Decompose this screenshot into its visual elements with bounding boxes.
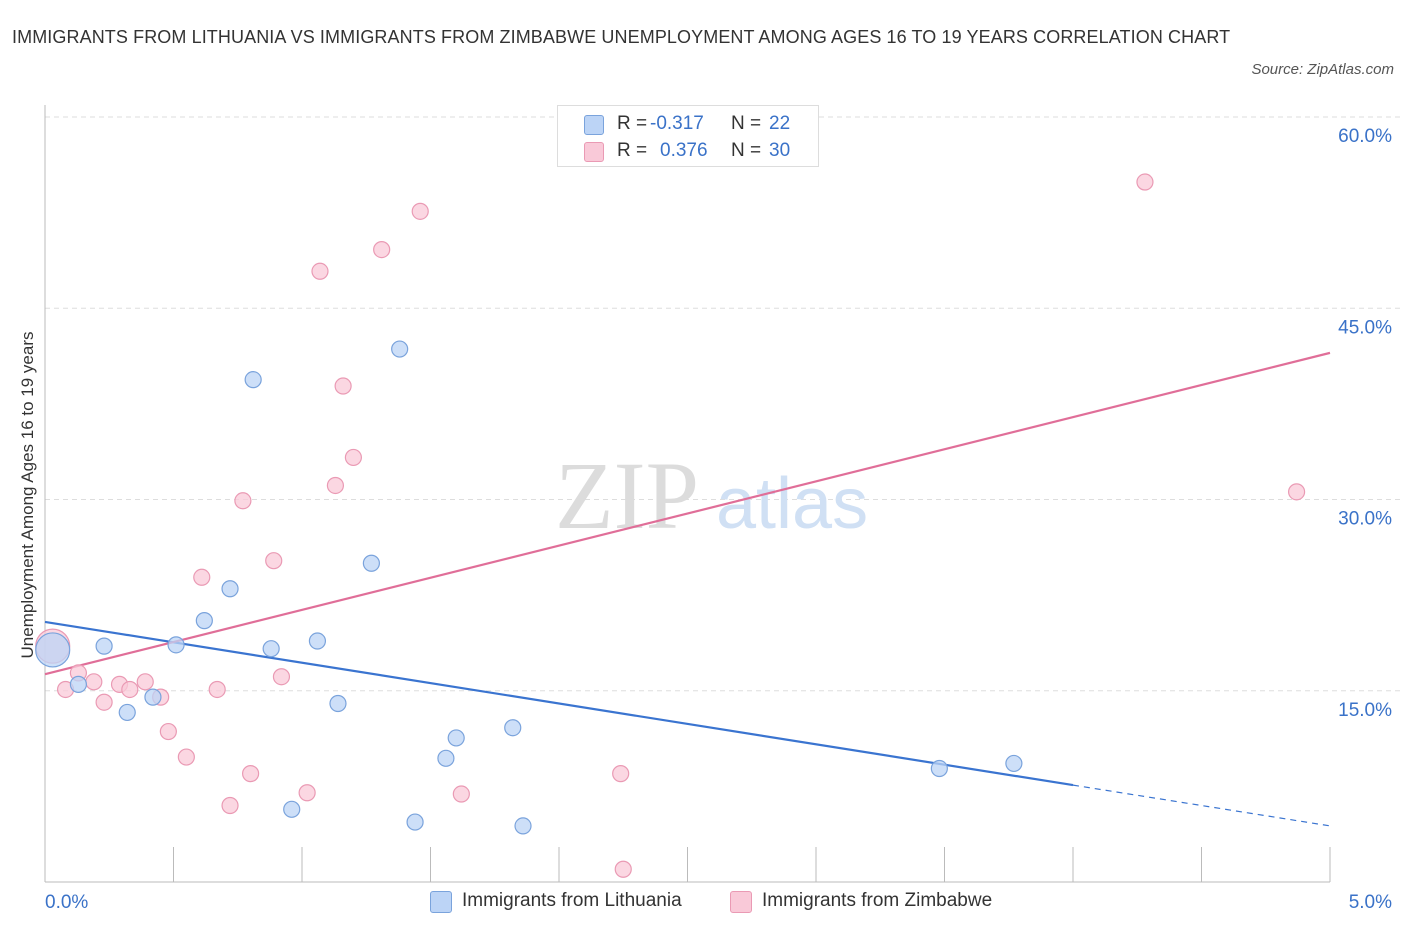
lithuania-point — [447, 729, 465, 747]
y-tick-label: 45.0% — [1338, 317, 1392, 338]
zimbabwe-point — [234, 492, 252, 510]
x-tick-label: 0.0% — [45, 892, 88, 913]
lithuania-point — [1005, 754, 1023, 773]
zimbabwe-swatch — [584, 142, 604, 162]
zimbabwe-point — [298, 784, 316, 802]
zimbabwe-point — [193, 568, 211, 586]
n-label: N = — [731, 113, 762, 134]
lithuania-point — [308, 632, 327, 650]
zimbabwe-point — [614, 860, 632, 878]
lithuania-point — [262, 640, 280, 658]
lithuania-point — [69, 675, 88, 693]
y-axis-label: Unemployment Among Ages 16 to 19 years — [18, 331, 37, 659]
zimbabwe-point — [311, 262, 329, 280]
trend-line-lithuania — [44, 620, 1074, 787]
trend-line-lithuania-extension — [1072, 784, 1331, 827]
n-label: N = — [731, 140, 762, 161]
zimbabwe-point — [95, 693, 113, 711]
watermark-atlas: atlas — [716, 464, 868, 544]
zimbabwe-point — [452, 785, 470, 803]
zimbabwe-point — [334, 377, 352, 395]
lithuania-point — [437, 749, 455, 767]
lithuania-swatch — [584, 115, 604, 135]
chart-title: IMMIGRANTS FROM LITHUANIA VS IMMIGRANTS … — [12, 27, 1231, 47]
zimbabwe-swatch — [730, 891, 752, 913]
zimbabwe-point — [272, 668, 291, 686]
lithuania-point — [514, 817, 532, 835]
zimbabwe-point — [177, 748, 195, 766]
zimbabwe-point — [373, 241, 391, 259]
zimbabwe-point — [208, 680, 226, 699]
n-value-zimbabwe: 30 — [769, 140, 791, 161]
trend-line-zimbabwe — [44, 351, 1331, 676]
lithuania-point — [95, 637, 113, 655]
r-value-zimbabwe: 0.376 — [660, 140, 708, 161]
x-tick-label: 5.0% — [1349, 892, 1392, 913]
lithuania-point — [406, 813, 424, 831]
data-points — [35, 173, 1306, 878]
lithuania-point — [329, 694, 347, 713]
zimbabwe-point — [85, 673, 103, 691]
lithuania-point — [118, 703, 136, 722]
source-label: Source: ZipAtlas.com — [1251, 61, 1394, 78]
watermark: ZIP atlas — [555, 442, 868, 549]
gridlines — [45, 116, 1400, 692]
r-label: R = — [617, 113, 648, 134]
y-tick-label: 60.0% — [1338, 126, 1392, 147]
axes — [44, 105, 1331, 883]
zimbabwe-point — [121, 680, 139, 699]
correlation-legend: R = -0.317 N = 22 R = 0.376 N = 30 — [557, 105, 819, 167]
trend-lines — [44, 351, 1331, 827]
bottom-legend-label: Immigrants from Lithuania — [462, 890, 682, 911]
lithuania-point — [244, 371, 262, 389]
r-value-lithuania: -0.317 — [650, 113, 704, 134]
lithuania-point — [391, 340, 409, 358]
tick-labels: 15.0% 30.0% 45.0% 60.0% 0.0% 5.0% — [45, 126, 1392, 913]
lithuania-point — [35, 632, 71, 668]
lithuania-point — [930, 759, 948, 778]
lithuania-swatch — [430, 891, 452, 913]
zimbabwe-point — [221, 796, 239, 815]
zimbabwe-point — [159, 722, 177, 741]
lithuania-point — [221, 580, 239, 598]
y-tick-label: 15.0% — [1338, 700, 1392, 721]
zimbabwe-point — [326, 476, 345, 495]
y-tick-label: 30.0% — [1338, 509, 1392, 530]
watermark-zip: ZIP — [555, 442, 699, 549]
zimbabwe-point — [344, 448, 362, 467]
zimbabwe-point — [242, 765, 260, 783]
lithuania-point — [144, 688, 162, 706]
n-value-lithuania: 22 — [769, 113, 791, 134]
zimbabwe-point — [1136, 173, 1154, 191]
lithuania-point — [362, 554, 380, 572]
zimbabwe-point — [136, 673, 154, 691]
lithuania-point — [283, 800, 301, 818]
bottom-legend-label: Immigrants from Zimbabwe — [762, 890, 993, 911]
lithuania-point — [167, 636, 185, 654]
zimbabwe-point — [612, 765, 630, 783]
lithuania-point — [195, 612, 213, 630]
zimbabwe-point — [265, 552, 283, 570]
lithuania-point — [504, 719, 522, 737]
zimbabwe-point — [411, 202, 429, 220]
r-label: R = — [617, 140, 648, 161]
zimbabwe-point — [1287, 483, 1306, 501]
